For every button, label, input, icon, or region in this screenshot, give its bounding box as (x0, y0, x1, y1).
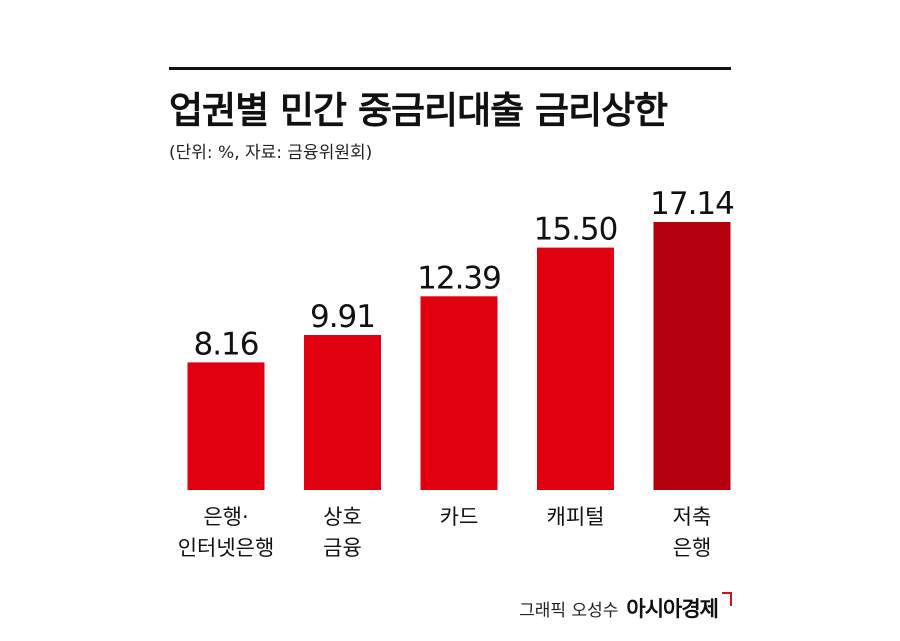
bar-4 (537, 247, 614, 490)
bar-2 (304, 335, 381, 490)
category-label-1: 은행· 인터넷은행 (178, 505, 275, 560)
value-label-3: 12.39 (417, 260, 501, 296)
bar-1 (187, 362, 265, 490)
bar-5 (653, 222, 731, 490)
value-label-2: 9.91 (310, 299, 375, 335)
category-label-2: 상호 금융 (323, 505, 362, 560)
brand-logo: 아시아경제 (626, 597, 719, 621)
chart-subtitle: (단위: %, 자료: 금융위원회) (169, 143, 373, 163)
value-label-1: 8.16 (193, 326, 258, 362)
footer: 그래픽 오성수 아시아경제 (519, 592, 732, 623)
chart-title: 업권별 민간 중금리대출 금리상한 (169, 89, 668, 132)
value-label-5: 17.14 (650, 186, 734, 222)
category-label-4: 캐피털 (547, 505, 605, 529)
graphic-credit: 그래픽 오성수 (519, 601, 619, 621)
value-label-4: 15.50 (534, 212, 618, 248)
brand-mark-icon (722, 592, 732, 606)
bar-3 (420, 296, 498, 490)
top-rule (169, 67, 731, 70)
category-label-5: 저축 은행 (673, 505, 712, 560)
category-label-3: 카드 (440, 505, 479, 529)
